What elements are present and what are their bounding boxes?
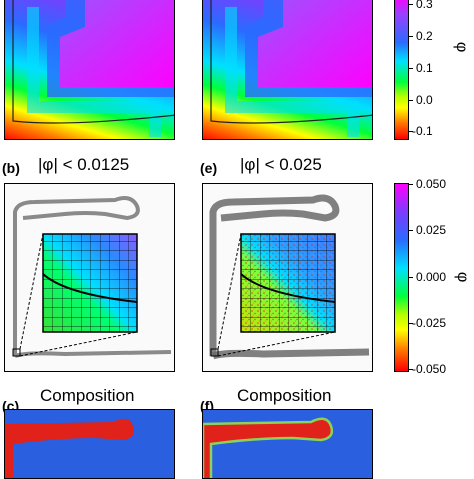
colorbar-mid-tick: 0.000 [416,270,447,284]
panel-c [4,409,175,479]
panel-c-title: Composition [40,386,135,405]
colorbar-mid-tick: 0.050 [416,177,447,191]
panel-e-label: (e) [200,160,218,176]
tickmark [409,230,413,231]
colorbar-top-tick: 0.1 [416,61,433,75]
colorbar-mid-tick: 0.025 [416,223,447,237]
composition-map-f [203,417,334,478]
phi-field-d [203,0,372,139]
panel-a-heatmap [4,0,175,140]
panel-b [4,183,175,372]
tickmark [409,323,413,324]
panel-e-title: |φ| < 0.025 [240,155,322,174]
composition-map-c [5,418,134,478]
colorbar-top-tick: 0.0 [416,93,433,107]
colorbar-top-tick: 0.3 [416,0,433,11]
tickmark [409,277,413,278]
colorbar-top-tick: -0.1 [412,124,433,138]
tickmark [409,36,413,37]
panel-f-title: Composition [237,386,332,405]
panel-d-heatmap [202,0,373,140]
tickmark [409,131,413,132]
interface-plot-b [12,196,172,358]
panel-f [202,409,373,479]
colorbar-top-tick: 0.2 [416,29,433,43]
tickmark [409,68,413,69]
panel-b-title: |φ| < 0.0125 [38,155,130,174]
colorbar-mid [394,183,409,372]
panel-b-label: (b) [2,160,20,176]
colorbar-top-label: φ [453,41,471,53]
tickmark [409,184,413,185]
tickmark [409,369,413,370]
colorbar-mid-tick: -0.025 [412,316,447,330]
phi-field-a [5,0,174,139]
panel-e [202,183,373,372]
colorbar-mid-tick: -0.050 [412,362,447,376]
interface-plot-e [209,194,370,360]
colorbar-top [394,0,409,140]
tickmark [409,4,413,5]
tickmark [409,100,413,101]
colorbar-mid-label: φ [454,271,472,283]
